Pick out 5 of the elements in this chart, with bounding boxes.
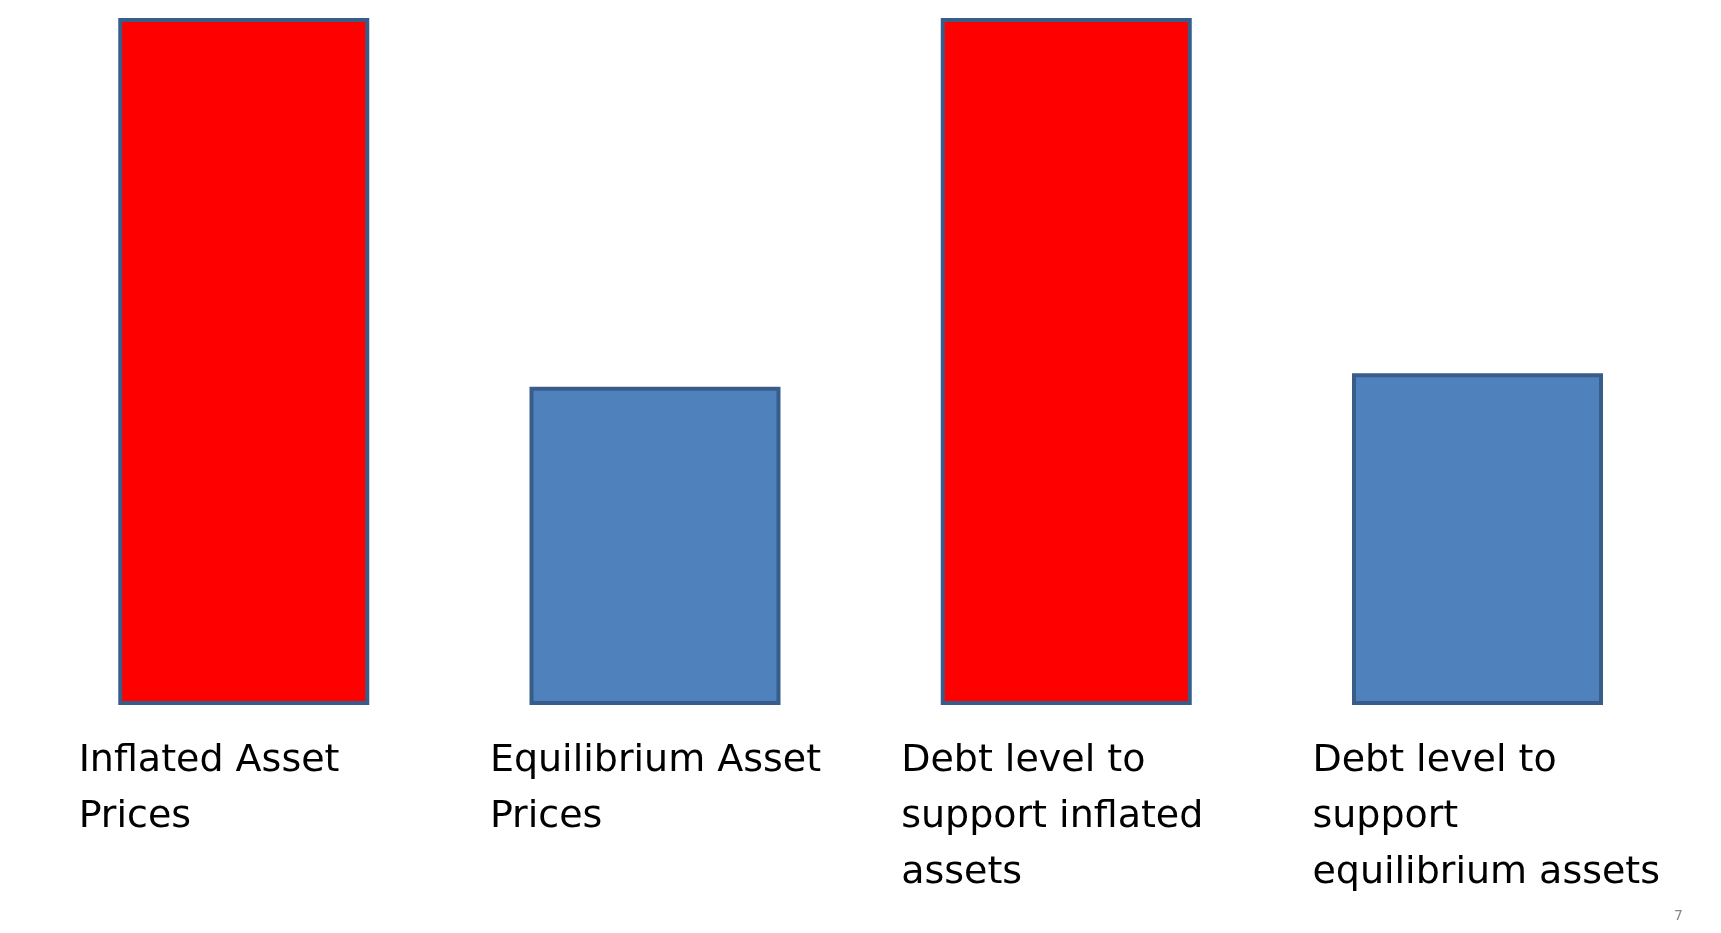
x-tick-label: Equilibrium Asset Prices xyxy=(489,736,822,836)
x-tick-label: Debt level to support equilibrium assets xyxy=(1312,736,1661,892)
text: 7 xyxy=(1674,907,1683,923)
x-tick-label: Debt level to support inflated assets xyxy=(901,736,1204,892)
x-tick-label: Inflated Asset Prices xyxy=(78,736,340,836)
